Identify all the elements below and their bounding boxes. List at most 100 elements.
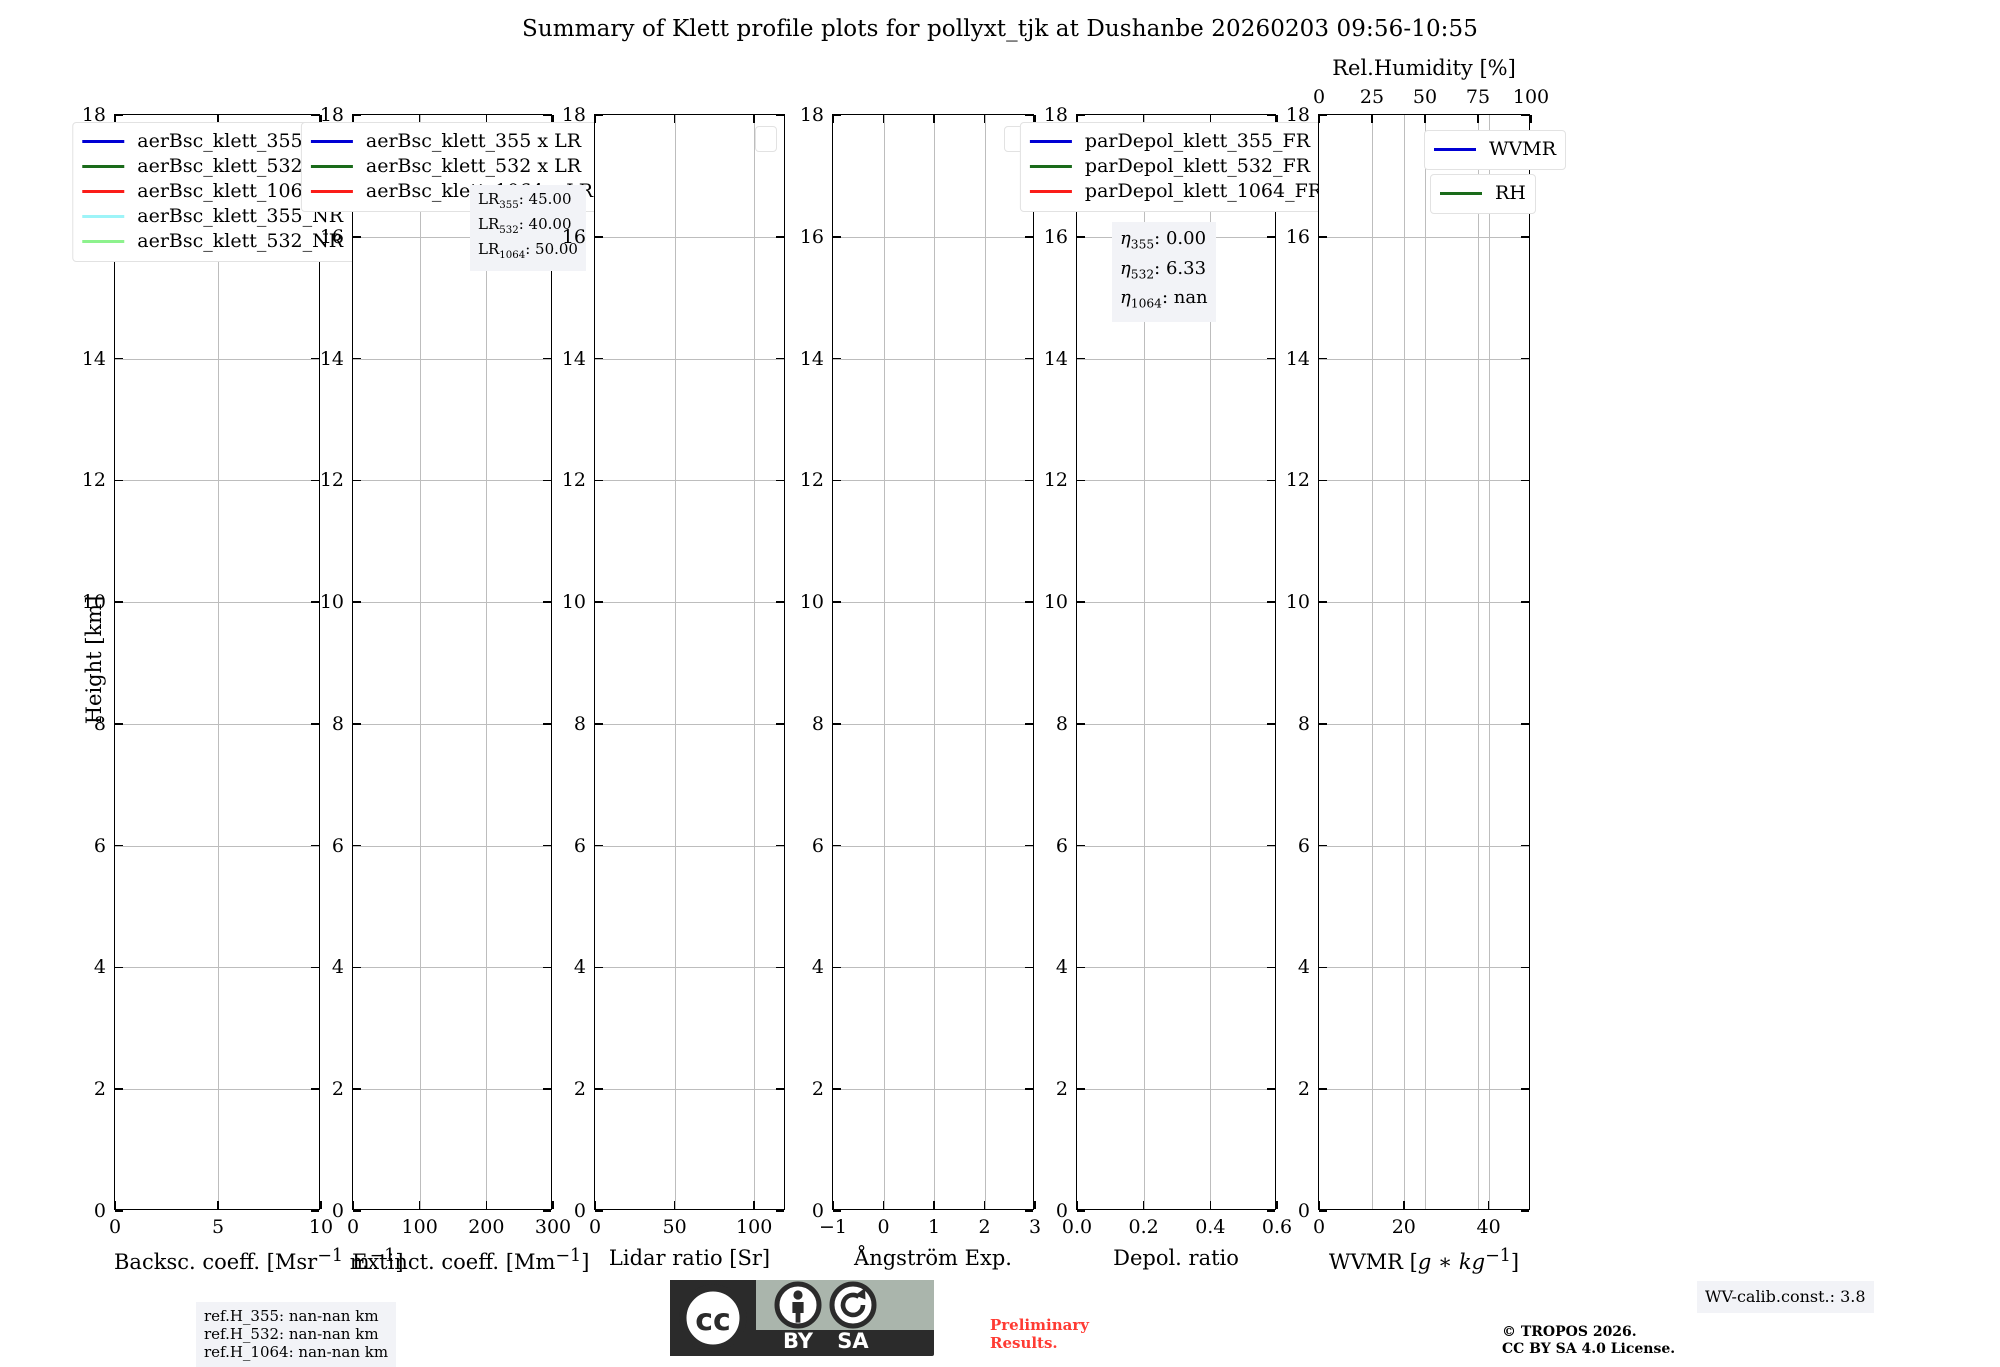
y-tick-mark: [1521, 844, 1529, 847]
y-tick-mark: [353, 844, 361, 847]
y-tick-label: 8: [1055, 712, 1068, 735]
x-tick-mark: [1209, 115, 1212, 123]
legend-color-swatch: [82, 240, 125, 243]
gridline-horizontal: [1319, 480, 1529, 482]
y-tick-mark: [1025, 235, 1033, 238]
x-tick-label: 0: [108, 1216, 122, 1238]
annotation-line: LR355: 45.00: [478, 190, 572, 211]
y-tick-mark: [543, 844, 551, 847]
y-tick-mark: [1267, 479, 1275, 482]
y-tick-mark: [1267, 723, 1275, 725]
y-tick-mark: [833, 114, 841, 116]
y-tick-label: 4: [1055, 956, 1068, 979]
y-tick-mark: [776, 114, 784, 116]
y-tick-mark: [776, 723, 784, 725]
annotation-extinction: LR355: 45.00 LR532: 40.00 LR1064: 50.00: [470, 185, 586, 271]
y-tick-mark: [543, 114, 551, 116]
x-tick-mark: [594, 1201, 596, 1209]
y-tick-label: 16: [1285, 225, 1310, 248]
legend-entry: aerBsc_klett_1064_FR: [82, 179, 352, 204]
y-tick-mark: [1521, 357, 1529, 360]
y-tick-label: 8: [93, 712, 106, 735]
y-tick-mark: [1077, 357, 1085, 360]
y-tick-mark: [1077, 1088, 1085, 1091]
copyright-line: © TROPOS 2026.: [1502, 1324, 1637, 1340]
y-tick-mark: [115, 479, 123, 482]
y-tick-mark: [1025, 844, 1033, 847]
y-tick-mark: [1025, 114, 1033, 116]
panel-wvmr-rh: 0 2 4 6 8 10 12 14 16 18 0 20 40 0 25 50 75 100 Rel.Humidi…: [1286, 56, 1567, 1274]
x-tick-label: 10: [308, 1216, 334, 1238]
y-tick-label: 18: [1043, 104, 1068, 126]
legend-rh[interactable]: RH: [1430, 174, 1536, 214]
x-tick-mark: [673, 115, 676, 123]
gridline-horizontal: [833, 967, 1033, 969]
y-tick-mark: [833, 844, 841, 847]
gridline-horizontal: [353, 602, 551, 604]
ref-height-line: ref.H_1064: nan-nan km: [204, 1343, 389, 1361]
y-tick-mark: [1267, 235, 1275, 238]
x-tick-label: −1: [818, 1216, 848, 1238]
x-tick-mark: [114, 115, 116, 123]
y-tick-mark: [1025, 966, 1033, 969]
gridline-horizontal: [833, 723, 1033, 725]
y-tick-mark: [115, 966, 123, 969]
x-tick-mark: [983, 115, 986, 123]
legend-entry: WVMR: [1434, 137, 1556, 162]
gridline-vertical: [1403, 115, 1405, 1209]
y-tick-label: 0: [1297, 1200, 1310, 1222]
y-tick-label: 6: [573, 834, 586, 857]
gridline-horizontal: [595, 1089, 784, 1091]
y-tick-label: 12: [1043, 469, 1068, 492]
legend-empty-lidar-ratio[interactable]: [755, 126, 777, 152]
x-tick-mark: [1487, 1201, 1490, 1209]
y-tick-mark: [543, 479, 551, 482]
svg-text:SA: SA: [837, 1329, 869, 1353]
y-tick-mark: [1267, 1210, 1275, 1212]
legend-color-swatch: [1440, 192, 1482, 195]
y-tick-mark: [1267, 601, 1275, 603]
y-tick-label: 6: [93, 834, 106, 857]
gridline-horizontal: [595, 480, 784, 482]
gridline-vertical: [419, 115, 421, 1209]
x-tick-label: 100: [401, 1216, 438, 1238]
y-tick-mark: [311, 844, 319, 847]
y-tick-mark: [115, 601, 123, 603]
gridline-horizontal: [595, 723, 784, 725]
gridline-horizontal: [833, 845, 1033, 847]
legend-label: aerBsc_klett_355_NR: [137, 205, 344, 227]
x-tick-mark: [832, 115, 834, 123]
legend-label: aerBsc_klett_532_NR: [137, 230, 344, 252]
gridline-horizontal: [353, 967, 551, 969]
x-tick-mark: [1034, 1201, 1036, 1209]
y-tick-mark: [1267, 966, 1275, 969]
y-tick-mark: [1319, 479, 1327, 482]
x-tick-mark: [217, 1201, 219, 1209]
x-tick-mark: [1318, 1201, 1320, 1209]
x-tick-mark: [933, 1201, 935, 1209]
plot-area-lidar-ratio: 0 2 4 6 8 10 12 14 16 18 0 50 100: [562, 104, 785, 1238]
y-tick-mark: [1319, 601, 1327, 603]
y-tick-mark: [833, 235, 841, 238]
legend-depolarization-ratio[interactable]: parDepol_klett_355_FR parDepol_klett_532_…: [1019, 122, 1333, 212]
y-tick-mark: [353, 357, 361, 360]
annotation-line: LR532: 40.00: [478, 215, 572, 236]
y-tick-label: 10: [81, 591, 106, 614]
y-tick-mark: [115, 1210, 123, 1212]
y-tick-mark: [595, 1210, 603, 1212]
y-tick-mark: [353, 479, 361, 482]
legend-color-swatch: [1029, 190, 1072, 193]
x-axis-title-depolarization-ratio: Depol. ratio: [1113, 1246, 1239, 1270]
legend-wvmr[interactable]: WVMR: [1424, 130, 1567, 170]
legend-entry: parDepol_klett_1064_FR: [1029, 179, 1322, 204]
gridline-horizontal: [595, 967, 784, 969]
y-tick-mark: [833, 357, 841, 360]
annotation-line: LR1064: 50.00: [478, 240, 578, 261]
cc-by-sa-logo: cc BY SA: [668, 1278, 936, 1358]
y-tick-mark: [311, 723, 319, 725]
y-tick-mark: [1077, 479, 1085, 482]
y-tick-mark: [595, 844, 603, 847]
ref-height-line: ref.H_355: nan-nan km: [204, 1307, 379, 1325]
x-tick-label: 0: [346, 1216, 360, 1238]
y-tick-mark: [776, 601, 784, 603]
